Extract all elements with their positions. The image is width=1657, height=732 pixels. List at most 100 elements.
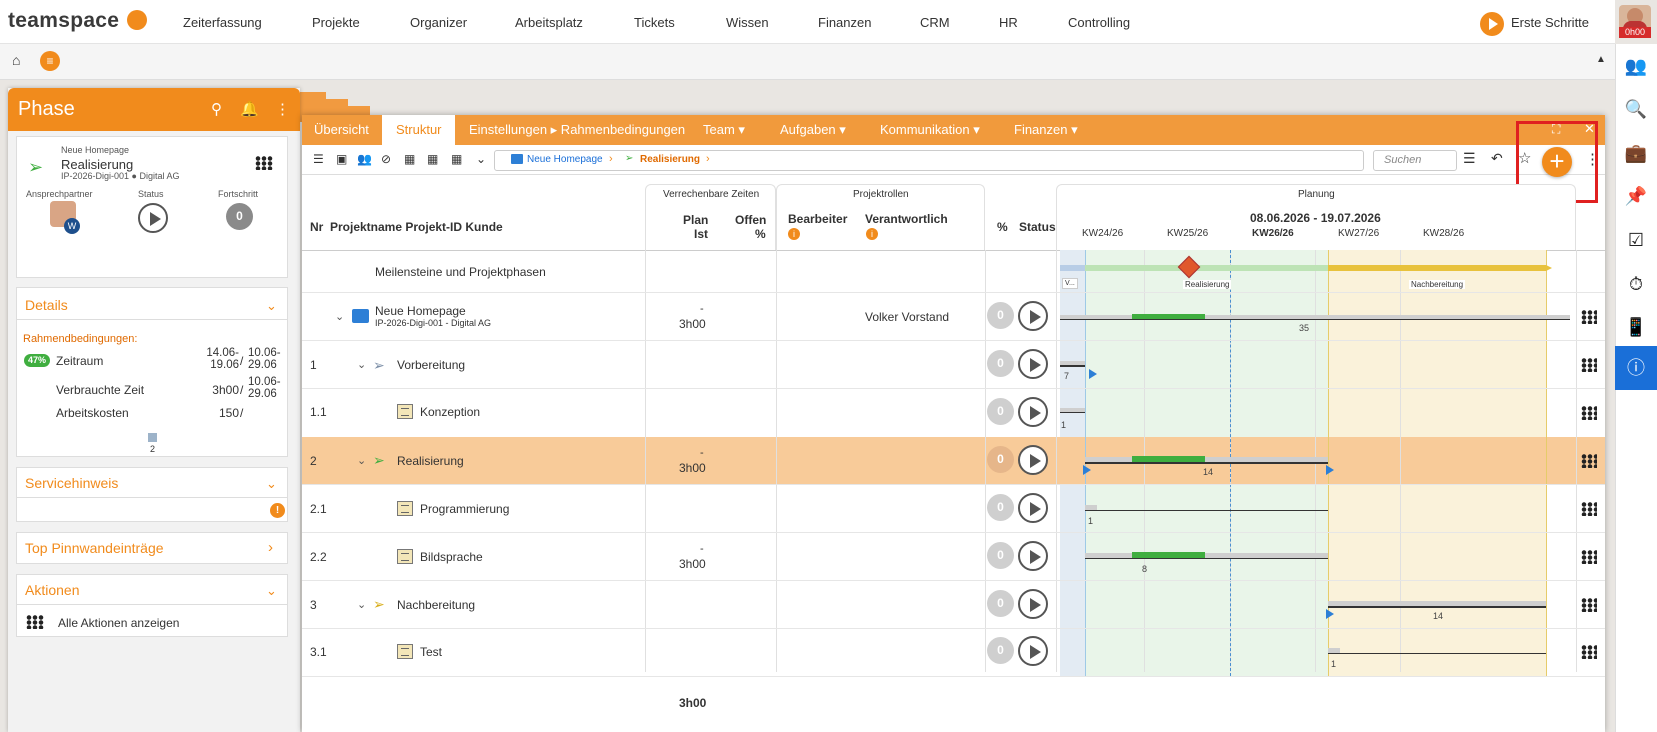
- menu-icon[interactable]: ≡: [40, 51, 60, 71]
- row-name[interactable]: Neue Homepage: [375, 304, 466, 318]
- expand-chevron-icon[interactable]: ⌄: [357, 455, 367, 467]
- collapse-up-icon[interactable]: ▲: [1596, 54, 1606, 65]
- chevron-down-icon[interactable]: ⌄: [266, 476, 277, 491]
- gantt-bar[interactable]: [1060, 408, 1085, 412]
- row-name[interactable]: Vorbereitung: [397, 358, 466, 372]
- status-play-button[interactable]: [1018, 349, 1048, 379]
- gantt-bar[interactable]: [1060, 315, 1570, 320]
- status-play-button[interactable]: [1018, 636, 1048, 666]
- expand-chevron-icon[interactable]: ⌄: [335, 311, 345, 323]
- service-title[interactable]: Servicehinweis: [25, 475, 119, 491]
- kebab-menu-icon[interactable]: ⋮: [275, 101, 290, 118]
- filter-icon[interactable]: ☰: [1463, 150, 1476, 166]
- tab-team[interactable]: Team ▾: [703, 122, 745, 137]
- undo-icon[interactable]: ↶: [1491, 150, 1503, 166]
- row-menu-icon[interactable]: [1581, 454, 1597, 468]
- search-icon[interactable]: 🔍: [1624, 99, 1648, 119]
- status-play-button[interactable]: [1018, 301, 1048, 331]
- users-icon[interactable]: 👥: [1624, 56, 1648, 76]
- grid-menu-icon[interactable]: [255, 156, 273, 170]
- details-title[interactable]: Details: [25, 297, 68, 313]
- tab-einstellungen[interactable]: Einstellungen ▸ Rahmenbedingungen: [469, 122, 686, 137]
- calendar-week-icon[interactable]: ▦: [451, 152, 463, 166]
- chevron-down-icon[interactable]: ⌄: [266, 583, 277, 598]
- expand-chevron-icon[interactable]: ⌄: [357, 599, 367, 611]
- expand-chevron-icon[interactable]: ⌄: [357, 359, 367, 371]
- gantt-bar[interactable]: [1060, 361, 1085, 365]
- gantt-bar[interactable]: [1328, 648, 1340, 653]
- erste-schritte-play-icon[interactable]: [1480, 12, 1504, 36]
- chevron-down-icon[interactable]: ⌄: [266, 298, 277, 313]
- col-name[interactable]: Projektname Projekt-ID Kunde: [330, 220, 503, 234]
- tab-aufgaben[interactable]: Aufgaben ▾: [780, 122, 846, 137]
- nav-finanzen[interactable]: Finanzen: [818, 15, 872, 30]
- tab-kommunikation[interactable]: Kommunikation ▾: [880, 122, 980, 137]
- gantt-bar[interactable]: [1085, 553, 1328, 558]
- teamspace-logo[interactable]: teamspace: [8, 9, 120, 32]
- nav-arbeitsplatz[interactable]: Arbeitsplatz: [515, 15, 583, 30]
- info-icon[interactable]: i: [788, 228, 800, 240]
- col-verantwortlich[interactable]: Verantwortlich: [865, 212, 948, 226]
- tab-struktur[interactable]: Struktur: [396, 122, 442, 137]
- tab-uebersicht[interactable]: Übersicht: [314, 122, 369, 137]
- col-pct[interactable]: %: [997, 220, 1008, 234]
- row-name[interactable]: Test: [420, 645, 443, 659]
- pin-icon[interactable]: ⚲: [211, 101, 222, 118]
- bell-icon[interactable]: 🔔: [240, 101, 259, 118]
- row-menu-icon[interactable]: [1581, 358, 1597, 372]
- info-icon[interactable]: i: [866, 228, 878, 240]
- row-name[interactable]: Realisierung: [397, 454, 464, 468]
- chevron-right-icon[interactable]: ›: [268, 539, 273, 556]
- gantt-bar[interactable]: [1085, 505, 1097, 510]
- nav-controlling[interactable]: Controlling: [1068, 15, 1131, 30]
- star-icon[interactable]: ☆: [1518, 150, 1532, 167]
- status-play-button[interactable]: [1018, 397, 1048, 427]
- gantt-bar[interactable]: [1085, 457, 1328, 462]
- percent-icon[interactable]: ⊘: [381, 152, 392, 166]
- row-name[interactable]: Konzeption: [420, 405, 481, 419]
- col-offen-pct[interactable]: %: [755, 227, 766, 241]
- row-menu-icon[interactable]: [1581, 550, 1597, 564]
- pin-icon[interactable]: 📌: [1624, 186, 1648, 206]
- nav-projekte[interactable]: Projekte: [312, 15, 360, 30]
- calendar-31-icon[interactable]: ▦: [427, 152, 439, 166]
- list-icon[interactable]: ☰: [313, 152, 324, 166]
- add-button[interactable]: +: [1542, 147, 1572, 177]
- col-plan[interactable]: Plan: [683, 213, 709, 227]
- info-icon[interactable]: ⓘ: [1615, 346, 1657, 390]
- row-name[interactable]: Bildsprache: [420, 550, 483, 564]
- row-menu-icon[interactable]: [1581, 310, 1597, 324]
- erste-schritte-link[interactable]: Erste Schritte: [1511, 15, 1590, 30]
- col-status[interactable]: Status: [1019, 220, 1056, 234]
- pinnwand-card[interactable]: [16, 532, 288, 564]
- home-icon[interactable]: ⌂: [12, 52, 21, 68]
- breadcrumb-project[interactable]: Neue Homepage: [527, 154, 603, 165]
- calendar-icon[interactable]: ▦: [404, 152, 416, 166]
- status-play-button[interactable]: [138, 203, 168, 233]
- gantt-bar[interactable]: [1328, 601, 1546, 606]
- row-menu-icon[interactable]: [1581, 645, 1597, 659]
- col-bearbeiter[interactable]: Bearbeiter: [788, 212, 848, 226]
- row-name[interactable]: Programmierung: [420, 502, 510, 516]
- expand-icon[interactable]: ⛶: [1552, 122, 1561, 136]
- close-icon[interactable]: ✕: [1584, 121, 1595, 136]
- nav-organizer[interactable]: Organizer: [410, 15, 468, 30]
- team-icon[interactable]: 👥: [357, 152, 372, 166]
- row-verantwortlich[interactable]: Volker Vorstand: [865, 310, 950, 324]
- row-menu-icon[interactable]: [1581, 598, 1597, 612]
- status-play-button[interactable]: [1018, 541, 1048, 571]
- status-play-button[interactable]: [1018, 589, 1048, 619]
- aktionen-title[interactable]: Aktionen: [25, 582, 80, 598]
- row-menu-icon[interactable]: [1581, 502, 1597, 516]
- briefcase-icon[interactable]: 💼: [1624, 143, 1648, 163]
- tab-finanzen[interactable]: Finanzen ▾: [1014, 122, 1078, 137]
- search-input[interactable]: Suchen: [1373, 150, 1457, 171]
- nav-tickets[interactable]: Tickets: [634, 15, 675, 30]
- stopwatch-icon[interactable]: ⏱: [1628, 274, 1644, 294]
- nav-crm[interactable]: CRM: [920, 15, 950, 30]
- status-play-button[interactable]: [1018, 445, 1048, 475]
- alle-aktionen-link[interactable]: Alle Aktionen anzeigen: [58, 616, 180, 630]
- row-name[interactable]: Nachbereitung: [397, 598, 476, 612]
- nav-hr[interactable]: HR: [999, 15, 1018, 30]
- nav-zeiterfassung[interactable]: Zeiterfassung: [183, 15, 262, 30]
